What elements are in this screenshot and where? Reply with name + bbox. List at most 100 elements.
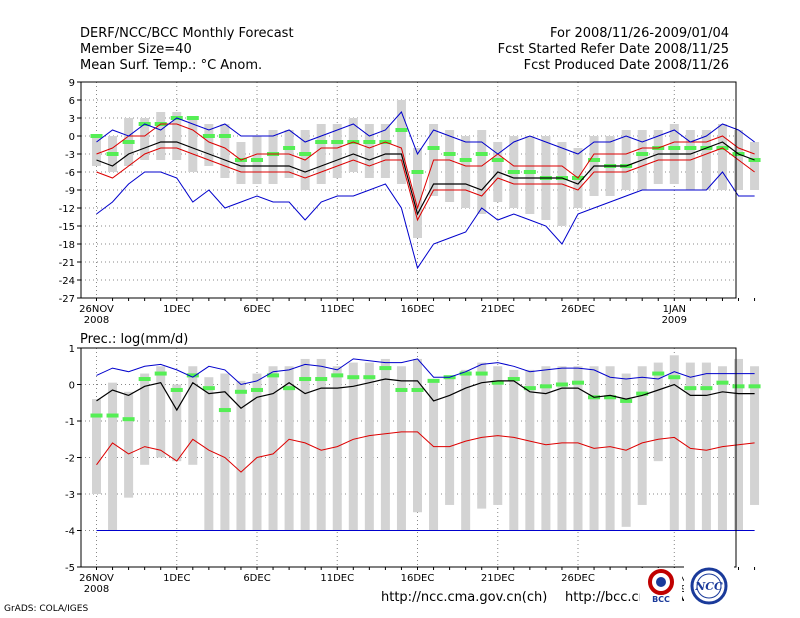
- prec-box: [332, 366, 342, 531]
- temp-ytick-label: -9: [65, 186, 75, 197]
- temp-xtick-label: 26DEC: [561, 304, 595, 315]
- prec-median-mark: [539, 384, 552, 389]
- prec-ytick-label: -5: [65, 563, 75, 574]
- prec-max-line: [96, 358, 755, 386]
- temp-ytick-label: -3: [65, 150, 75, 161]
- temp-ytick-label: -15: [59, 222, 75, 233]
- prec-box: [461, 369, 471, 531]
- prec-median-mark: [572, 380, 584, 385]
- prec-ytick-label: -2: [65, 454, 75, 465]
- prec-box: [396, 366, 406, 531]
- temp-xtick-label: 26NOV: [79, 304, 114, 315]
- temp-box: [188, 118, 198, 172]
- temp-median-mark: [523, 170, 536, 174]
- prec-median-mark: [507, 377, 520, 382]
- prec-median-mark: [363, 375, 376, 380]
- prec-box: [605, 366, 615, 531]
- temp-xtick-label: 16DEC: [401, 304, 435, 315]
- header-right: For 2008/11/26-2009/01/04 Fcst Started R…: [498, 26, 729, 74]
- prec-median-mark: [732, 384, 745, 389]
- prec-xtick-label: 26DEC: [561, 573, 595, 584]
- prec-median-mark: [283, 386, 296, 391]
- prec-median-mark: [379, 366, 392, 371]
- temp-xtick-year: 2008: [84, 315, 109, 326]
- temp-median-mark: [507, 170, 520, 174]
- prec-box: [108, 382, 118, 531]
- ncc-url-link[interactable]: http://ncc.cma.gov.cn(ch): [381, 590, 548, 605]
- prec-median-mark: [299, 377, 312, 382]
- temp-max-line: [96, 111, 755, 156]
- prec-box: [477, 362, 487, 509]
- prec-box: [413, 358, 422, 513]
- prec-median-mark: [251, 387, 263, 392]
- temp-median-mark: [283, 146, 296, 150]
- prec-box: [573, 366, 583, 531]
- grads-credit: GrADS: COLA/IGES: [4, 604, 89, 614]
- prec-box: [541, 366, 551, 531]
- prec-xtick-year: 2008: [84, 584, 109, 595]
- temp-ytick-label: -27: [59, 294, 75, 305]
- temp-box: [172, 112, 182, 160]
- temp-xtick-label: 1DEC: [163, 304, 190, 315]
- temp-box: [92, 136, 101, 166]
- prec-box: [172, 384, 182, 462]
- prec-box: [637, 366, 647, 505]
- prec-median-mark: [668, 375, 681, 380]
- prec-median-mark: [748, 384, 761, 389]
- prec-median-mark: [700, 386, 713, 391]
- temp-ytick-label: -6: [65, 168, 75, 179]
- prec-median-mark: [395, 387, 408, 392]
- prec-median-mark: [106, 413, 119, 418]
- prec-box: [220, 373, 230, 531]
- prec-box: [252, 373, 262, 531]
- temp-box: [204, 124, 214, 166]
- prec-median-mark: [523, 386, 536, 391]
- temp-median-mark: [218, 134, 231, 138]
- temp-ytick-label: -21: [59, 258, 75, 269]
- precip-panel-title: Prec.: log(mm/d): [80, 332, 189, 347]
- temp-box: [445, 130, 455, 202]
- prec-xtick-label: 16DEC: [401, 573, 435, 584]
- member-size-label: Member Size=40: [80, 42, 192, 57]
- prec-box: [685, 362, 695, 531]
- prec-box: [445, 377, 455, 505]
- prec-box: [268, 366, 278, 531]
- prec-median-mark: [491, 380, 504, 385]
- prec-xtick-label: 11DEC: [320, 573, 354, 584]
- prec-median-mark: [427, 378, 440, 383]
- temp-box: [156, 112, 166, 160]
- temp-box: [348, 118, 358, 172]
- prec-median-mark: [684, 386, 697, 391]
- temp-box: [380, 124, 390, 178]
- temp-xtick-label: 11DEC: [320, 304, 354, 315]
- prec-median-mark: [475, 371, 488, 376]
- prec-median-mark: [636, 391, 649, 396]
- temp-upper-line: [96, 123, 755, 210]
- temp-median-mark: [475, 152, 488, 156]
- prec-xtick-label: 1DEC: [163, 573, 190, 584]
- temp-median-mark: [331, 140, 344, 144]
- forecast-period: For 2008/11/26-2009/01/04: [550, 26, 729, 41]
- prec-box: [92, 399, 101, 494]
- temp-box: [701, 130, 711, 190]
- prec-xtick-label: 26NOV: [79, 573, 114, 584]
- prec-box: [156, 366, 166, 458]
- temp-box: [364, 124, 374, 178]
- prec-box: [124, 391, 134, 498]
- prec-median-mark: [90, 413, 103, 418]
- temp-box: [220, 124, 230, 178]
- prec-xtick-label: 21DEC: [481, 573, 515, 584]
- prec-median-mark: [716, 380, 729, 385]
- prec-box: [284, 366, 294, 531]
- temp-ytick-label: 0: [69, 132, 75, 143]
- temp-median-mark: [411, 170, 424, 174]
- bcc-logo: BCC: [640, 568, 682, 606]
- temp-median-mark: [395, 128, 408, 132]
- prec-box: [380, 358, 390, 531]
- prec-box: [701, 362, 711, 531]
- prec-box: [509, 369, 519, 531]
- prec-median-mark: [411, 387, 424, 392]
- temp-median-mark: [122, 140, 135, 144]
- prec-median-mark: [331, 373, 344, 378]
- temp-ytick-label: -12: [59, 204, 75, 215]
